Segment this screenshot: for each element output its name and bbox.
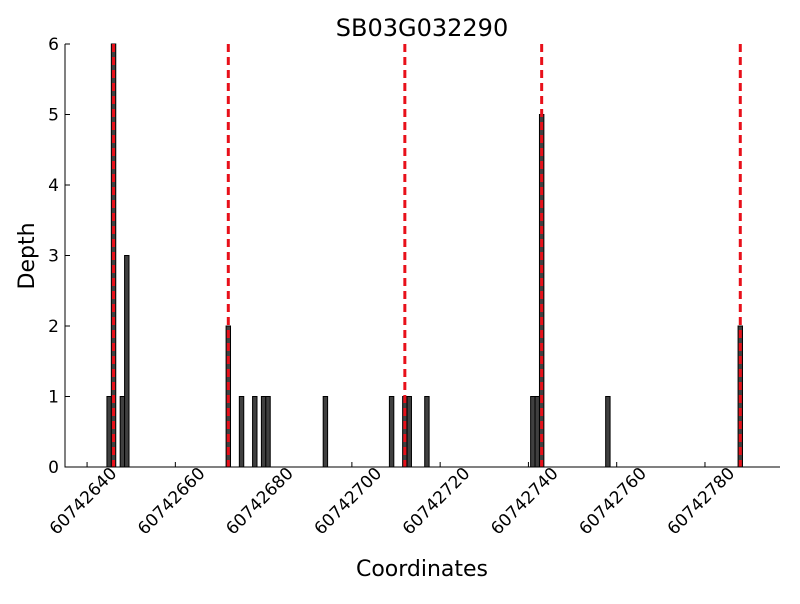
bar — [238, 396, 245, 468]
bar — [322, 396, 329, 468]
x-tick-label: 60742700 — [311, 464, 386, 539]
axis-frame — [64, 44, 780, 468]
bar — [119, 396, 126, 468]
x-tick-label: 60742680 — [222, 464, 297, 539]
x-tick-label: 60742720 — [399, 464, 474, 539]
bar — [605, 396, 611, 468]
bar — [260, 396, 267, 468]
bar — [124, 255, 130, 468]
bar — [388, 396, 395, 468]
bar — [530, 396, 536, 468]
bar — [265, 396, 271, 468]
y-tick-label: 1 — [48, 388, 59, 408]
x-tick-label: 60742660 — [134, 464, 209, 539]
chart-title: SB03G032290 — [336, 14, 508, 42]
y-tick-label: 3 — [48, 247, 59, 267]
x-tick-label: 60742740 — [487, 464, 562, 539]
bar — [406, 396, 412, 468]
bar — [402, 396, 408, 468]
bar — [252, 396, 258, 468]
bar — [106, 396, 112, 468]
y-tick-label: 0 — [48, 458, 59, 478]
x-tick-label: 60742760 — [575, 464, 650, 539]
y-axis-label: Depth — [15, 222, 40, 289]
bar — [424, 396, 430, 468]
y-tick-label: 6 — [48, 35, 59, 55]
bar — [534, 396, 540, 468]
x-axis-label: Coordinates — [356, 557, 488, 582]
y-tick-label: 4 — [48, 176, 59, 196]
x-tick-label: 60742780 — [664, 464, 739, 539]
y-tick-label: 5 — [48, 106, 59, 126]
y-tick-label: 2 — [48, 317, 59, 337]
